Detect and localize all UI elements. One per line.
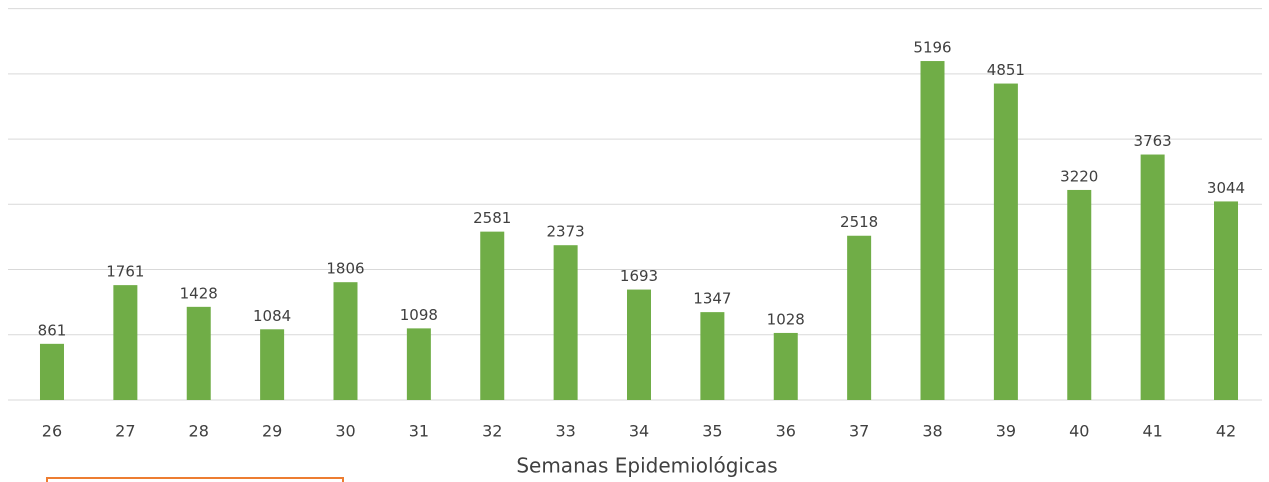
data-label: 1428 — [180, 284, 218, 302]
data-label: 1761 — [106, 263, 144, 281]
data-label: 1806 — [326, 260, 364, 278]
bar — [847, 235, 872, 400]
data-label: 3763 — [1134, 132, 1172, 150]
data-label: 5196 — [913, 39, 951, 57]
x-tick-label: 38 — [922, 422, 942, 441]
bar — [333, 282, 358, 400]
x-axis-title: Semanas Epidemiológicas — [516, 454, 777, 478]
data-label: 1028 — [767, 310, 805, 328]
x-tick-label: 39 — [996, 422, 1016, 441]
x-tick-label: 29 — [262, 422, 282, 441]
data-label: 1347 — [693, 290, 731, 308]
bar — [39, 343, 64, 400]
x-tick-label: 30 — [335, 422, 355, 441]
bar — [480, 231, 505, 400]
bar — [700, 312, 725, 400]
bar — [773, 332, 798, 400]
x-tick-label: 26 — [42, 422, 62, 441]
x-tick-label: 36 — [776, 422, 796, 441]
x-tick-label: 27 — [115, 422, 135, 441]
x-tick-label: 34 — [629, 422, 649, 441]
data-label: 2581 — [473, 209, 511, 227]
x-tick-label: 35 — [702, 422, 722, 441]
data-label: 1693 — [620, 267, 658, 285]
x-tick-label: 33 — [555, 422, 575, 441]
bar — [920, 61, 945, 400]
data-label: 861 — [38, 321, 67, 339]
bar — [1214, 201, 1239, 400]
x-tick-label: 31 — [409, 422, 429, 441]
data-label: 2518 — [840, 213, 878, 231]
legend-box — [46, 477, 344, 482]
data-label: 3220 — [1060, 167, 1098, 185]
bar — [186, 306, 211, 400]
x-tick-label: 28 — [189, 422, 209, 441]
x-tick-label: 37 — [849, 422, 869, 441]
data-label: 3044 — [1207, 179, 1245, 197]
x-tick-label: 32 — [482, 422, 502, 441]
data-label: 2373 — [547, 223, 585, 241]
x-tick-label: 40 — [1069, 422, 1089, 441]
x-tick-label: 41 — [1142, 422, 1162, 441]
bar — [1140, 154, 1165, 400]
x-tick-label: 42 — [1216, 422, 1236, 441]
bar — [627, 289, 651, 400]
bar — [1067, 189, 1092, 400]
bar — [993, 83, 1018, 400]
data-label: 4851 — [987, 61, 1025, 79]
data-label: 1084 — [253, 307, 291, 325]
data-label: 1098 — [400, 306, 438, 324]
bar — [260, 329, 285, 400]
bar — [553, 245, 578, 400]
bar — [113, 285, 138, 400]
bar — [406, 328, 431, 400]
